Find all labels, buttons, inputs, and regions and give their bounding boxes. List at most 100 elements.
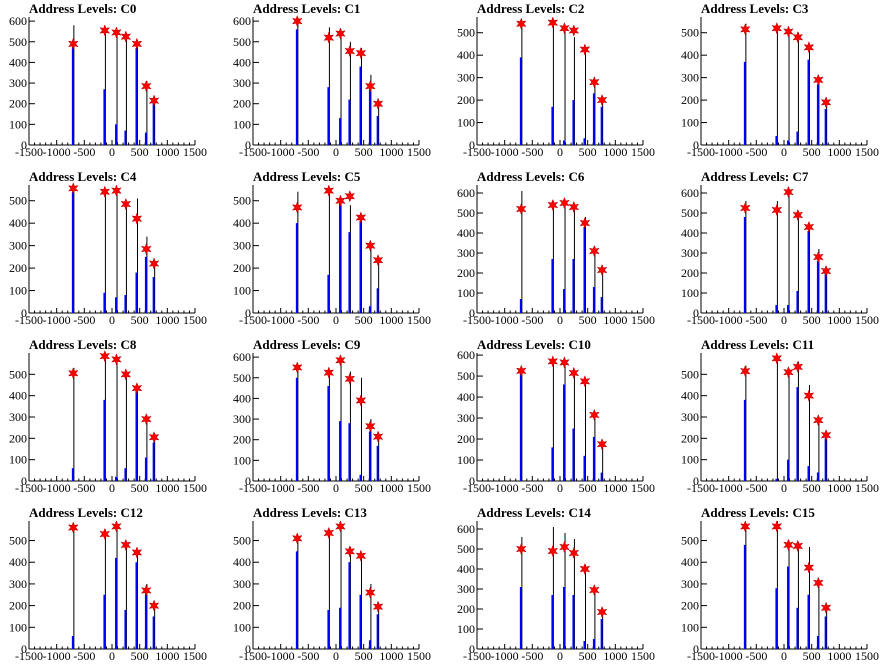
peak-marker (99, 527, 111, 541)
x-tick-label: -500 (745, 313, 767, 327)
y-tick-label: 300 (233, 412, 251, 426)
peak-marker (812, 250, 824, 264)
y-tick-label: 200 (681, 93, 699, 107)
x-tick-label: -1000 (715, 481, 743, 495)
x-tick-label: -1500 (239, 481, 267, 495)
peak-marker (579, 375, 591, 388)
peak-marker (131, 381, 143, 395)
peak-marker (131, 546, 143, 559)
peak-marker (568, 200, 580, 214)
panel-title: Address Levels: C7 (701, 169, 809, 184)
y-tick-label: 300 (681, 410, 699, 424)
y-tick-label: 0 (245, 138, 251, 152)
peak-marker (771, 203, 783, 217)
x-tick-label: -1000 (491, 313, 519, 327)
x-tick-label: 500 (355, 481, 373, 495)
y-tick-label: 100 (457, 116, 475, 130)
peak-marker (596, 605, 608, 619)
x-tick-label: 1000 (827, 313, 851, 327)
y-tick-label: 300 (457, 71, 475, 85)
y-tick-label: 100 (9, 620, 27, 634)
x-tick-label: -1500 (239, 649, 267, 663)
x-tick-label: -1500 (15, 313, 43, 327)
x-tick-label: 500 (355, 649, 373, 663)
panel-8: Address Levels: C80100200300400500-1500-… (9, 337, 207, 495)
x-tick-label: -1000 (267, 313, 295, 327)
peak-marker (559, 21, 570, 35)
x-tick-label: 1000 (827, 145, 851, 159)
peak-marker (739, 520, 751, 533)
x-tick-label: -1000 (491, 145, 519, 159)
y-tick-label: 300 (9, 410, 27, 424)
peak-marker (364, 420, 376, 433)
y-tick-label: 400 (681, 389, 699, 403)
x-tick-label: 1000 (155, 145, 179, 159)
y-tick-label: 300 (9, 76, 27, 90)
y-tick-label: 0 (693, 306, 699, 320)
x-tick-label: 500 (803, 481, 821, 495)
peak-marker (820, 601, 832, 615)
x-tick-label: -1000 (267, 481, 295, 495)
peak-marker (739, 364, 751, 378)
y-tick-label: 200 (457, 602, 475, 616)
peak-marker (515, 17, 527, 30)
x-tick-label: -500 (745, 481, 767, 495)
panel-15: Address Levels: C15 0 100 200 300 400 500 -1500… (681, 505, 879, 663)
y-tick-label: 400 (457, 390, 475, 404)
x-tick-label: -1500 (463, 649, 491, 663)
x-tick-label: 1500 (407, 145, 431, 159)
y-tick-label: 200 (681, 266, 699, 280)
y-tick-label: 500 (457, 369, 475, 383)
peak-marker (803, 389, 815, 402)
x-tick-label: 1500 (631, 481, 655, 495)
y-tick-label: 300 (457, 246, 475, 260)
x-tick-label: 1000 (155, 649, 179, 663)
y-tick-label: 500 (9, 534, 27, 548)
y-tick-label: 0 (21, 138, 27, 152)
peak-marker (335, 353, 346, 367)
x-tick-label: -500 (73, 313, 95, 327)
x-tick-label: 0 (781, 481, 787, 495)
x-tick-label: 1500 (631, 145, 655, 159)
peak-marker (99, 185, 111, 198)
x-tick-label: 0 (109, 481, 115, 495)
peak-marker (792, 208, 804, 222)
x-tick-label: 500 (579, 481, 597, 495)
x-tick-label: -500 (745, 145, 767, 159)
peak-marker (783, 365, 794, 379)
x-tick-label: -500 (297, 313, 319, 327)
y-tick-label: 400 (457, 48, 475, 62)
panel-title: Address Levels: C14 (477, 505, 591, 520)
x-tick-label: 500 (131, 649, 149, 663)
x-tick-label: -1500 (15, 481, 43, 495)
panel-13: Address Levels: C13 0 100 200 300 400 500 -1500… (233, 505, 431, 663)
y-tick-label: 200 (457, 266, 475, 280)
y-tick-label: 0 (693, 474, 699, 488)
peak-marker (739, 23, 751, 36)
x-tick-label: 1500 (183, 313, 207, 327)
peak-marker (783, 185, 794, 199)
panel-2: Address Levels: C20100200300400500-1500-… (457, 1, 655, 159)
x-tick-label: -1500 (463, 145, 491, 159)
peak-marker (771, 520, 783, 533)
x-tick-label: 0 (781, 649, 787, 663)
x-tick-label: -500 (521, 481, 543, 495)
peak-marker (568, 366, 580, 380)
x-tick-label: -1000 (43, 481, 71, 495)
peak-marker (355, 394, 367, 407)
y-tick-label: 600 (233, 14, 251, 28)
peak-marker (568, 546, 580, 560)
peak-marker (596, 263, 608, 277)
peak-marker (579, 216, 591, 230)
y-tick-label: 300 (233, 577, 251, 591)
y-tick-label: 600 (233, 350, 251, 364)
y-tick-label: 0 (21, 474, 27, 488)
panel-title: Address Levels: C5 (253, 169, 361, 184)
y-tick-label: 500 (233, 35, 251, 49)
panel-11: Address Levels: C11 0 100 200 300 400 500 -1500… (681, 337, 879, 495)
peak-marker (344, 372, 356, 386)
peak-marker (515, 364, 527, 378)
y-tick-label: 200 (233, 97, 251, 111)
peak-marker (372, 430, 384, 443)
y-tick-label: 200 (233, 261, 251, 275)
